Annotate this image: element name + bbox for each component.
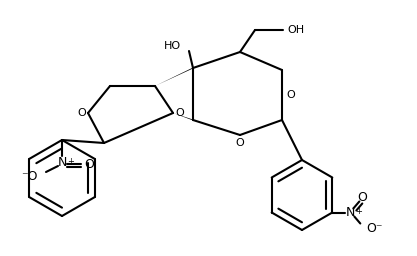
Text: O⁻: O⁻ xyxy=(366,222,383,235)
Text: OH: OH xyxy=(287,25,304,35)
Polygon shape xyxy=(155,68,193,86)
Text: O: O xyxy=(236,138,244,148)
Text: O: O xyxy=(77,108,86,118)
Text: N: N xyxy=(346,206,355,219)
Text: N: N xyxy=(57,155,67,168)
Text: O: O xyxy=(84,158,94,172)
Text: HO: HO xyxy=(164,41,181,51)
Text: O: O xyxy=(175,108,184,118)
Text: O: O xyxy=(286,90,295,100)
Text: +: + xyxy=(355,208,362,217)
Polygon shape xyxy=(173,113,193,120)
Text: ⁻O: ⁻O xyxy=(22,169,38,183)
Text: O: O xyxy=(357,191,367,204)
Text: +: + xyxy=(67,157,74,166)
